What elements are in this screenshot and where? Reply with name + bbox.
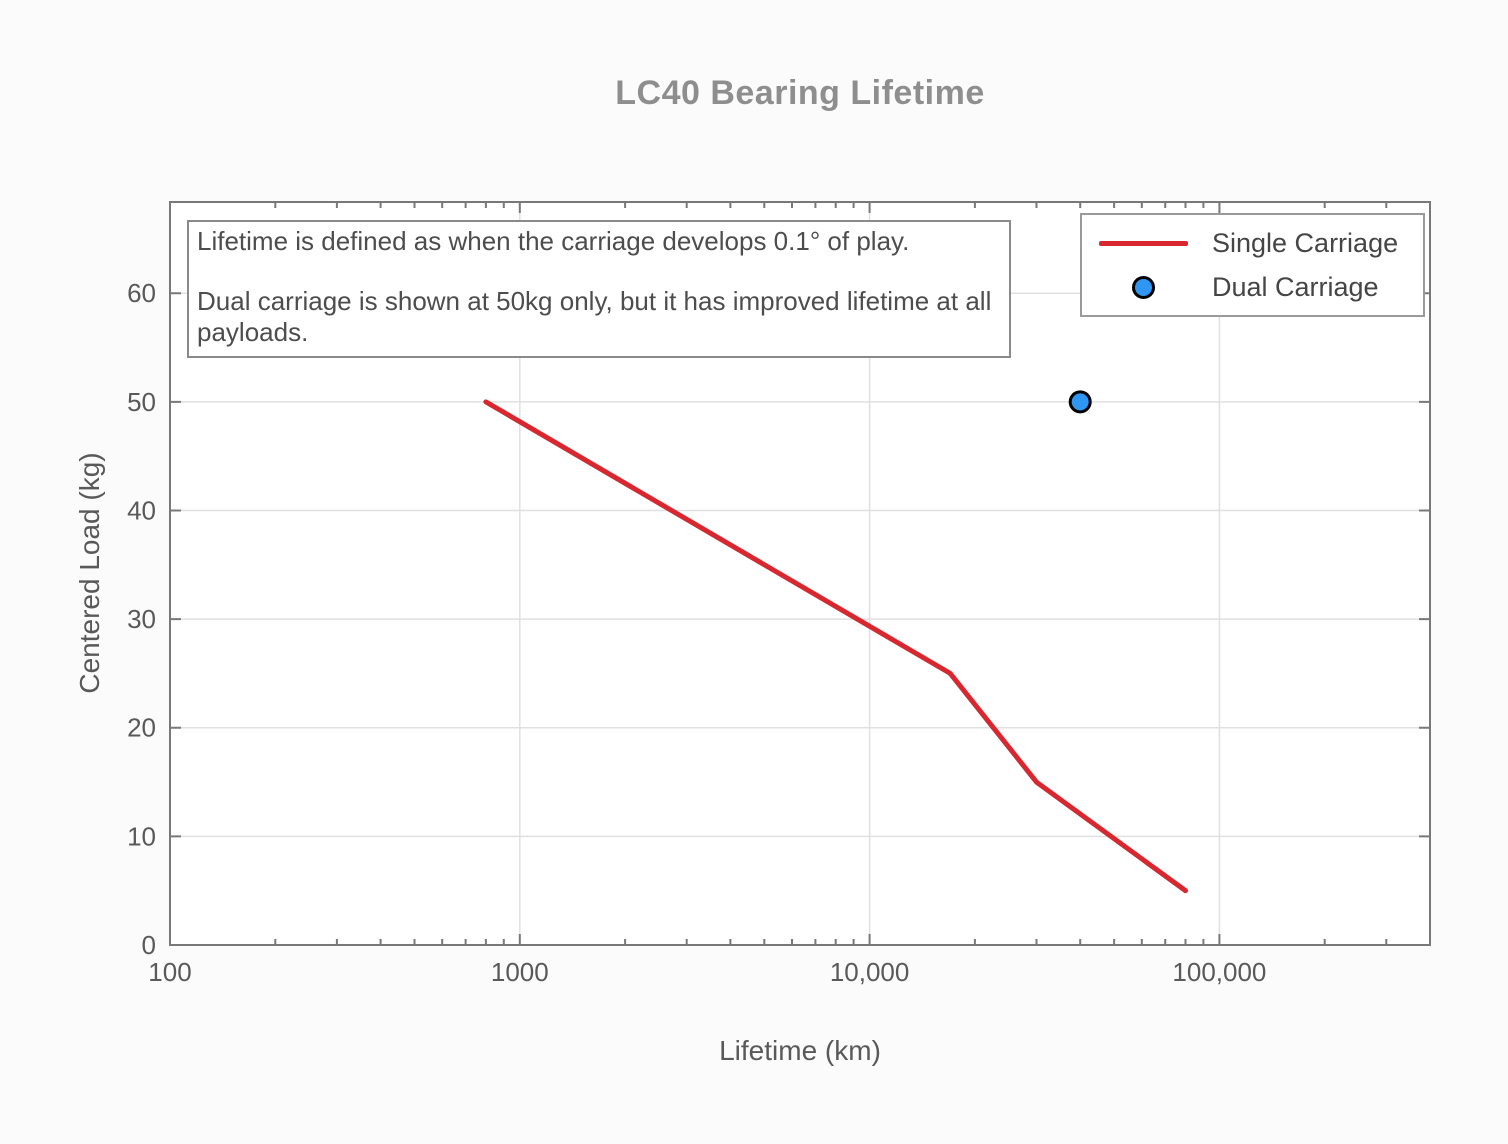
legend-item-single-carriage: Single Carriage [1082,223,1423,263]
legend-label-single-carriage: Single Carriage [1212,227,1399,258]
x-tick-label: 10,000 [830,957,910,987]
y-tick-label: 0 [142,930,156,960]
legend: Single Carriage Dual Carriage [1080,213,1425,317]
y-axis-label: Centered Load (kg) [74,452,105,694]
blue-circle-marker-icon [1132,275,1155,299]
y-tick-label: 50 [127,387,156,417]
y-tick-label: 60 [127,278,156,308]
annotation-box: Lifetime is defined as when the carriage… [187,220,1011,358]
x-tick-label: 100,000 [1172,957,1266,987]
chart-title: LC40 Bearing Lifetime [615,74,985,112]
y-tick-label: 10 [127,821,156,851]
x-tick-label: 100 [148,957,191,987]
y-tick-label: 40 [127,495,156,525]
x-axis-label: Lifetime (km) [719,1035,881,1066]
dual-carriage-point [1068,390,1092,414]
single-carriage-line [483,399,1188,894]
axes-spines [169,201,1431,946]
annotation-line-1: Lifetime is defined as when the carriage… [197,226,910,256]
annotation-line-2: Dual carriage is shown at 50kg only, but… [197,286,992,347]
swatch-wrap [1099,240,1188,246]
x-tick-label: 1000 [491,957,549,987]
y-tick-label: 30 [127,604,156,634]
swatch-wrap [1099,275,1188,299]
legend-label-dual-carriage: Dual Carriage [1212,271,1379,302]
red-line-swatch-icon [1099,240,1188,246]
y-tick-label: 20 [127,713,156,743]
legend-item-dual-carriage: Dual Carriage [1082,267,1423,307]
